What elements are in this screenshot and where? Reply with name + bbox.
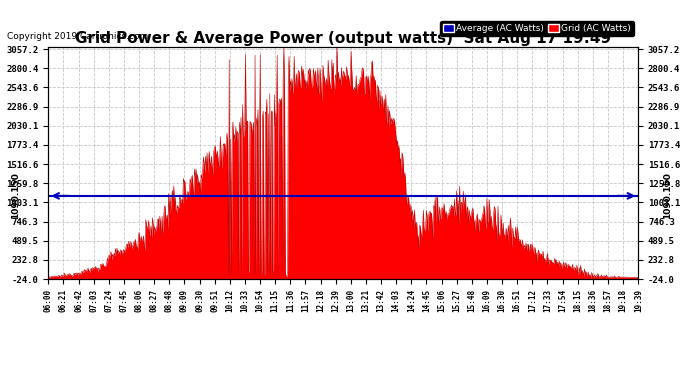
Legend: Average (AC Watts), Grid (AC Watts): Average (AC Watts), Grid (AC Watts) bbox=[440, 21, 633, 36]
Text: 1090.150: 1090.150 bbox=[11, 172, 20, 219]
Text: 1090.150: 1090.150 bbox=[663, 172, 672, 219]
Title: Grid Power & Average Power (output watts)  Sat Aug 17 19:49: Grid Power & Average Power (output watts… bbox=[75, 31, 611, 46]
Text: Copyright 2019 Cartronics.com: Copyright 2019 Cartronics.com bbox=[7, 32, 148, 41]
